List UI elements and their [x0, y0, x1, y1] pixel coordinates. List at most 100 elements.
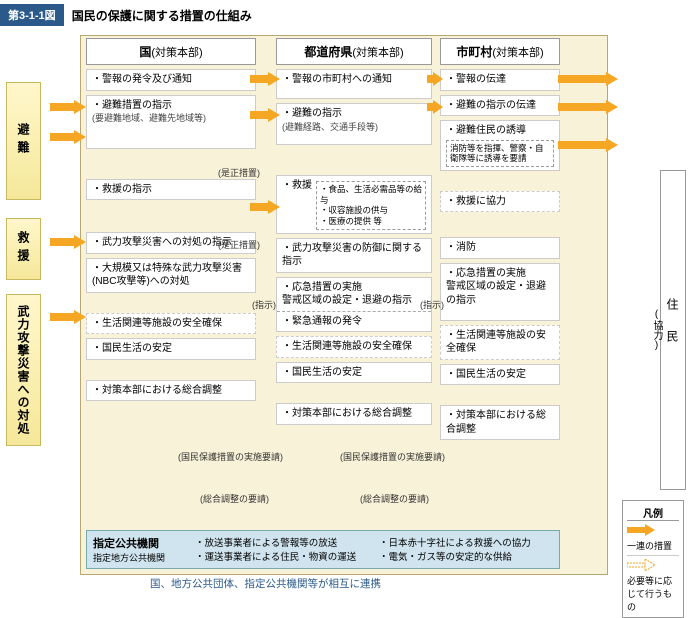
t: 避難の指示の伝達	[446, 100, 536, 111]
nation-cell-5: 大規模又は特殊な武力攻撃災害(NBC攻撃等)への対処	[86, 258, 256, 293]
t: 避難措置の指示	[92, 100, 172, 111]
city-cell-7: 生活関連等施設の安全確保	[440, 325, 560, 360]
resident-box: 住民(協力)	[660, 170, 686, 490]
bottom-i2: ・運送事業者による住民・物資の運送	[195, 549, 369, 563]
legend-dashed-label: 必要等に応じて行うもの	[627, 574, 679, 613]
t: 対策本部における総合調整	[282, 408, 412, 419]
arrow-icon	[558, 138, 618, 152]
pref-cell-7: 国民生活の安定	[276, 362, 432, 384]
t: 国民生活の安定	[92, 343, 172, 354]
nation-header: 国(対策本部)	[86, 38, 256, 65]
arrow-icon	[50, 235, 86, 249]
category-rescue: 救援	[6, 218, 41, 280]
note-instruction-2: (指示)	[420, 298, 444, 311]
t: 避難住民の誘導	[446, 125, 526, 136]
footnote: 国、地方公共団体、指定公共機関等が相互に連携	[150, 576, 381, 591]
nation-header-bold: 国	[139, 45, 151, 59]
arrow-icon	[50, 310, 86, 324]
city-cell-2: 避難の指示の伝達	[440, 95, 560, 117]
t: 警報の市町村への通知	[282, 74, 392, 85]
city-cell-8: 国民生活の安定	[440, 364, 560, 386]
city-cell-3: 避難住民の誘導消防等を指揮、警察・自衛隊等に誘導を要請	[440, 120, 560, 171]
bottom-hd2: 指定地方公共機関	[93, 551, 185, 564]
bottom-i4: ・電気・ガス等の安定的な供給	[379, 549, 553, 563]
arrow-icon	[558, 100, 618, 114]
title-bar: 第3-1-1図 国民の保護に関する措置の仕組み	[0, 0, 690, 30]
legend-title: 凡例	[627, 505, 679, 521]
arrow-icon	[250, 72, 280, 86]
nation-cell-1: 警報の発令及び通知	[86, 69, 256, 91]
t: 国民生活の安定	[282, 367, 362, 378]
pref-cell-3: 救援・食品、生活必需品等の給与 ・収容施設の供与 ・医療の提供 等	[276, 175, 432, 234]
city-cell-6: 応急措置の実施 警戒区域の設定・退避の指示	[440, 263, 560, 321]
category-evacuation: 避難	[6, 82, 41, 200]
t: 武力攻撃災害の防御に関する指示	[282, 243, 422, 268]
figure-label: 第3-1-1図	[0, 4, 64, 26]
nation-header-sub: (対策本部)	[151, 47, 202, 59]
t: 警報の発令及び通知	[92, 74, 192, 85]
column-city: 市町村(対策本部) 警報の伝達 避難の指示の伝達 避難住民の誘導消防等を指揮、警…	[440, 38, 560, 562]
t: 生活関連等施設の安全確保	[282, 341, 412, 352]
arrow-icon	[427, 72, 443, 86]
diagram: 避難 救援 武力攻撃災害への対処 住民(協力) 国(対策本部) 警報の発令及び通…	[0, 30, 690, 605]
city-header-sub: (対策本部)	[492, 47, 543, 59]
nation-cell-2: 避難措置の指示(要避難地域、避難先地域等)	[86, 95, 256, 149]
t: 救援に協力	[446, 196, 506, 207]
pref-cell-8: 対策本部における総合調整	[276, 403, 432, 425]
pref-header-bold: 都道府県	[304, 45, 352, 59]
t: 緊急通報の発令	[282, 316, 362, 327]
city-cell-1: 警報の伝達	[440, 69, 560, 91]
t: 大規模又は特殊な武力攻撃災害(NBC攻撃等)への対処	[92, 263, 242, 288]
note-protect-1: (国民保護措置の実施要請)	[178, 450, 283, 463]
arrow-icon	[50, 100, 86, 114]
pref-header: 都道府県(対策本部)	[276, 38, 432, 65]
t: 消防	[446, 242, 476, 253]
category-attack: 武力攻撃災害への対処	[6, 294, 41, 446]
resident-label: 住民	[665, 298, 679, 362]
resident-sub: (協力)	[651, 309, 662, 351]
note-protect-2: (国民保護措置の実施要請)	[340, 450, 445, 463]
legend: 凡例 一連の措置 必要等に応じて行うもの	[622, 500, 684, 618]
city-cell-9: 対策本部における総合調整	[440, 405, 560, 440]
bottom-organizations: 指定公共機関 指定地方公共機関 ・放送事業者による警報等の放送 ・運送事業者によ…	[86, 530, 560, 569]
column-prefecture: 都道府県(対策本部) 警報の市町村への通知 避難の指示(避難経路、交通手段等) …	[276, 38, 432, 562]
city-header-bold: 市町村	[456, 45, 492, 59]
note-instruction-1: (指示)	[252, 298, 276, 311]
t: 救援	[282, 179, 312, 193]
pref-cell-2: 避難の指示 (避難経路、交通手段等)	[276, 103, 432, 145]
t: 救援の指示	[92, 184, 152, 195]
pref-cell-6: 生活関連等施設の安全確保	[276, 336, 432, 358]
legend-dashed	[627, 559, 679, 571]
nation-cell-8: 対策本部における総合調整	[86, 380, 256, 402]
bottom-hd1: 指定公共機関	[93, 535, 185, 551]
note-corrective-2: (是正措置)	[218, 238, 260, 251]
t: 応急措置の実施 警戒区域の設定・退避の指示	[446, 268, 546, 306]
nation-cell-6: 生活関連等施設の安全確保	[86, 313, 256, 335]
t: 応急措置の実施 警戒区域の設定・退避の指示	[282, 282, 412, 307]
legend-solid	[627, 524, 679, 536]
t: 国民生活の安定	[446, 369, 526, 380]
arrow-icon	[250, 108, 280, 122]
pref-header-sub: (対策本部)	[352, 47, 403, 59]
t: 生活関連等施設の安全確保	[92, 318, 222, 329]
city-cell-4: 救援に協力	[440, 191, 560, 213]
t: ・食品、生活必需品等の給与 ・収容施設の供与 ・医療の提供 等	[316, 181, 426, 230]
note-coord-2: (総合調整の要請)	[360, 492, 429, 505]
pref-cell-1: 警報の市町村への通知	[276, 69, 432, 99]
arrow-icon	[558, 72, 618, 86]
bottom-i1: ・放送事業者による警報等の放送	[195, 535, 369, 549]
nation-cell-7: 国民生活の安定	[86, 338, 256, 360]
arrow-icon	[50, 130, 86, 144]
t: 武力攻撃災害への対処の指示	[92, 237, 232, 248]
note-corrective-1: (是正措置)	[218, 166, 260, 179]
legend-solid-label: 一連の措置	[627, 539, 679, 556]
bottom-i3: ・日本赤十字社による救援への協力	[379, 535, 553, 549]
t: 避難の指示	[282, 108, 342, 119]
column-nation: 国(対策本部) 警報の発令及び通知 避難措置の指示(要避難地域、避難先地域等) …	[86, 38, 256, 562]
t: 対策本部における総合調整	[92, 385, 222, 396]
city-cell-5: 消防	[440, 237, 560, 259]
note-coord-1: (総合調整の要請)	[200, 492, 269, 505]
pref-cell-5: 応急措置の実施 警戒区域の設定・退避の指示緊急通報の発令	[276, 277, 432, 333]
arrow-icon	[250, 200, 280, 214]
t: (避難経路、交通手段等)	[282, 122, 378, 132]
